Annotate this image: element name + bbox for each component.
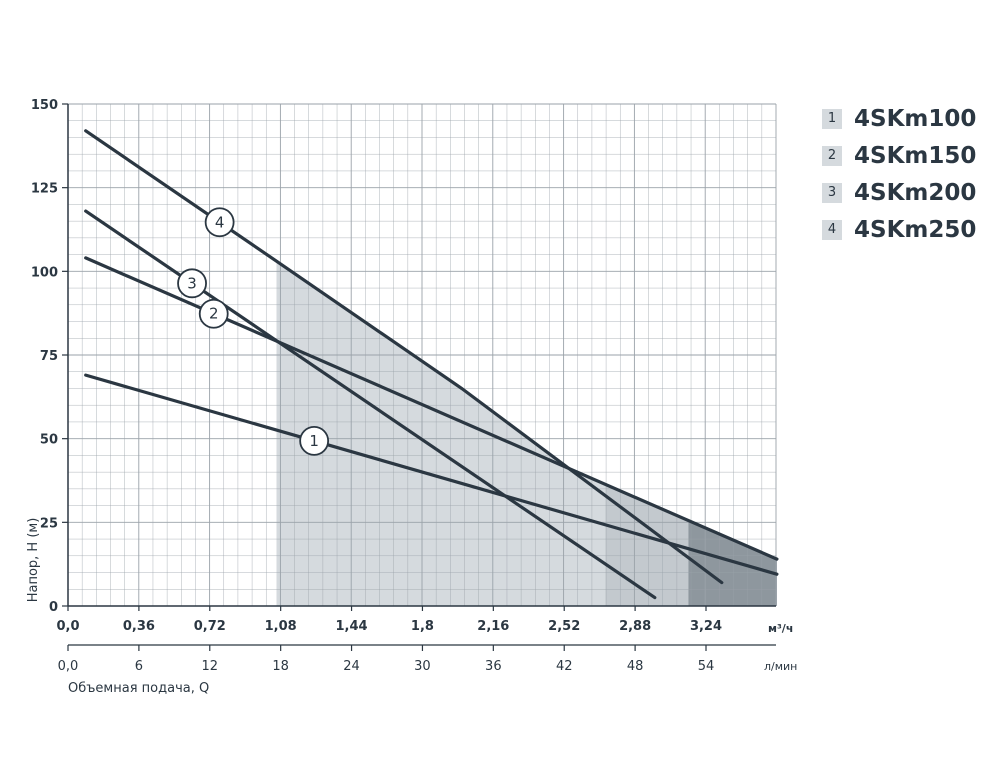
x2-tick-label: 0,0 — [58, 659, 79, 674]
legend-number: 3 — [822, 182, 842, 203]
curve-marker-label: 1 — [309, 432, 319, 450]
x-tick-label: 0,72 — [194, 619, 226, 634]
curve-marker — [198, 298, 229, 329]
x2-tick-label: 42 — [556, 659, 573, 674]
y-tick-label: 75 — [40, 349, 58, 364]
x2-tick-label: 54 — [698, 659, 715, 674]
y-tick-label: 0 — [49, 600, 58, 615]
legend-item-2: 2 4SKm150 — [822, 137, 976, 174]
x-unit-primary: м³/ч — [768, 622, 793, 635]
x2-tick-label: 24 — [343, 659, 360, 674]
chart-axes: 0 25 50 75 100 125 150 0,0 0,36 0,72 1,08 1,44 1,8 2,… — [31, 98, 776, 674]
legend: 1 4SKm100 2 4SKm150 3 4SKm200 4 4SKm250 — [822, 100, 976, 248]
legend-label: 4SKm200 — [854, 179, 977, 206]
y-tick-label: 150 — [31, 98, 58, 113]
legend-label: 4SKm100 — [854, 105, 977, 132]
curve-marker-label: 3 — [187, 274, 197, 292]
legend-item-3: 3 4SKm200 — [822, 174, 976, 211]
legend-number: 2 — [822, 145, 842, 166]
y-axis-title: Напор, H (м) — [26, 518, 41, 603]
legend-number: 4 — [822, 219, 842, 240]
x-tick-label: 2,16 — [477, 619, 509, 634]
x-tick-label: 2,88 — [619, 619, 651, 634]
y-tick-label: 125 — [31, 182, 58, 197]
curve-marker — [204, 207, 235, 238]
operating-range-high — [688, 520, 777, 606]
curve-marker-label: 2 — [209, 305, 219, 323]
x2-tick-label: 48 — [627, 659, 644, 674]
operating-range-mid — [605, 484, 689, 606]
legend-number: 1 — [822, 108, 842, 129]
x-tick-label: 0,36 — [123, 619, 155, 634]
curve-4SKm100 — [84, 373, 779, 576]
curve-4SKm250 — [84, 129, 724, 585]
x-tick-label: 2,52 — [548, 619, 580, 634]
x-tick-label: 1,08 — [265, 619, 297, 634]
curve-marker-label: 4 — [215, 213, 225, 231]
legend-label: 4SKm250 — [854, 216, 977, 243]
legend-item-4: 4 4SKm250 — [822, 211, 976, 248]
curve-markers: 1 23 4 — [177, 207, 330, 456]
x-axis-title: Объемная подача, Q — [68, 681, 209, 696]
curve-marker — [299, 425, 330, 456]
x2-tick-label: 6 — [135, 659, 143, 674]
chart-grid — [67, 103, 777, 607]
x2-tick-label: 12 — [202, 659, 219, 674]
x-tick-label: 0,0 — [56, 619, 79, 634]
y-tick-label: 25 — [40, 516, 58, 531]
x2-tick-label: 18 — [272, 659, 289, 674]
y-tick-label: 50 — [40, 433, 58, 448]
x2-tick-label: 30 — [414, 659, 431, 674]
legend-label: 4SKm150 — [854, 142, 977, 169]
curve-marker — [177, 268, 207, 299]
x-tick-label: 1,8 — [411, 619, 434, 634]
x-tick-label: 3,24 — [690, 619, 722, 634]
x-unit-secondary: л/мин — [764, 660, 797, 673]
x2-tick-label: 36 — [485, 659, 502, 674]
y-tick-label: 100 — [31, 265, 58, 280]
x-tick-label: 1,44 — [336, 619, 368, 634]
legend-item-1: 1 4SKm100 — [822, 100, 976, 137]
operating-range-1 — [276, 261, 606, 606]
